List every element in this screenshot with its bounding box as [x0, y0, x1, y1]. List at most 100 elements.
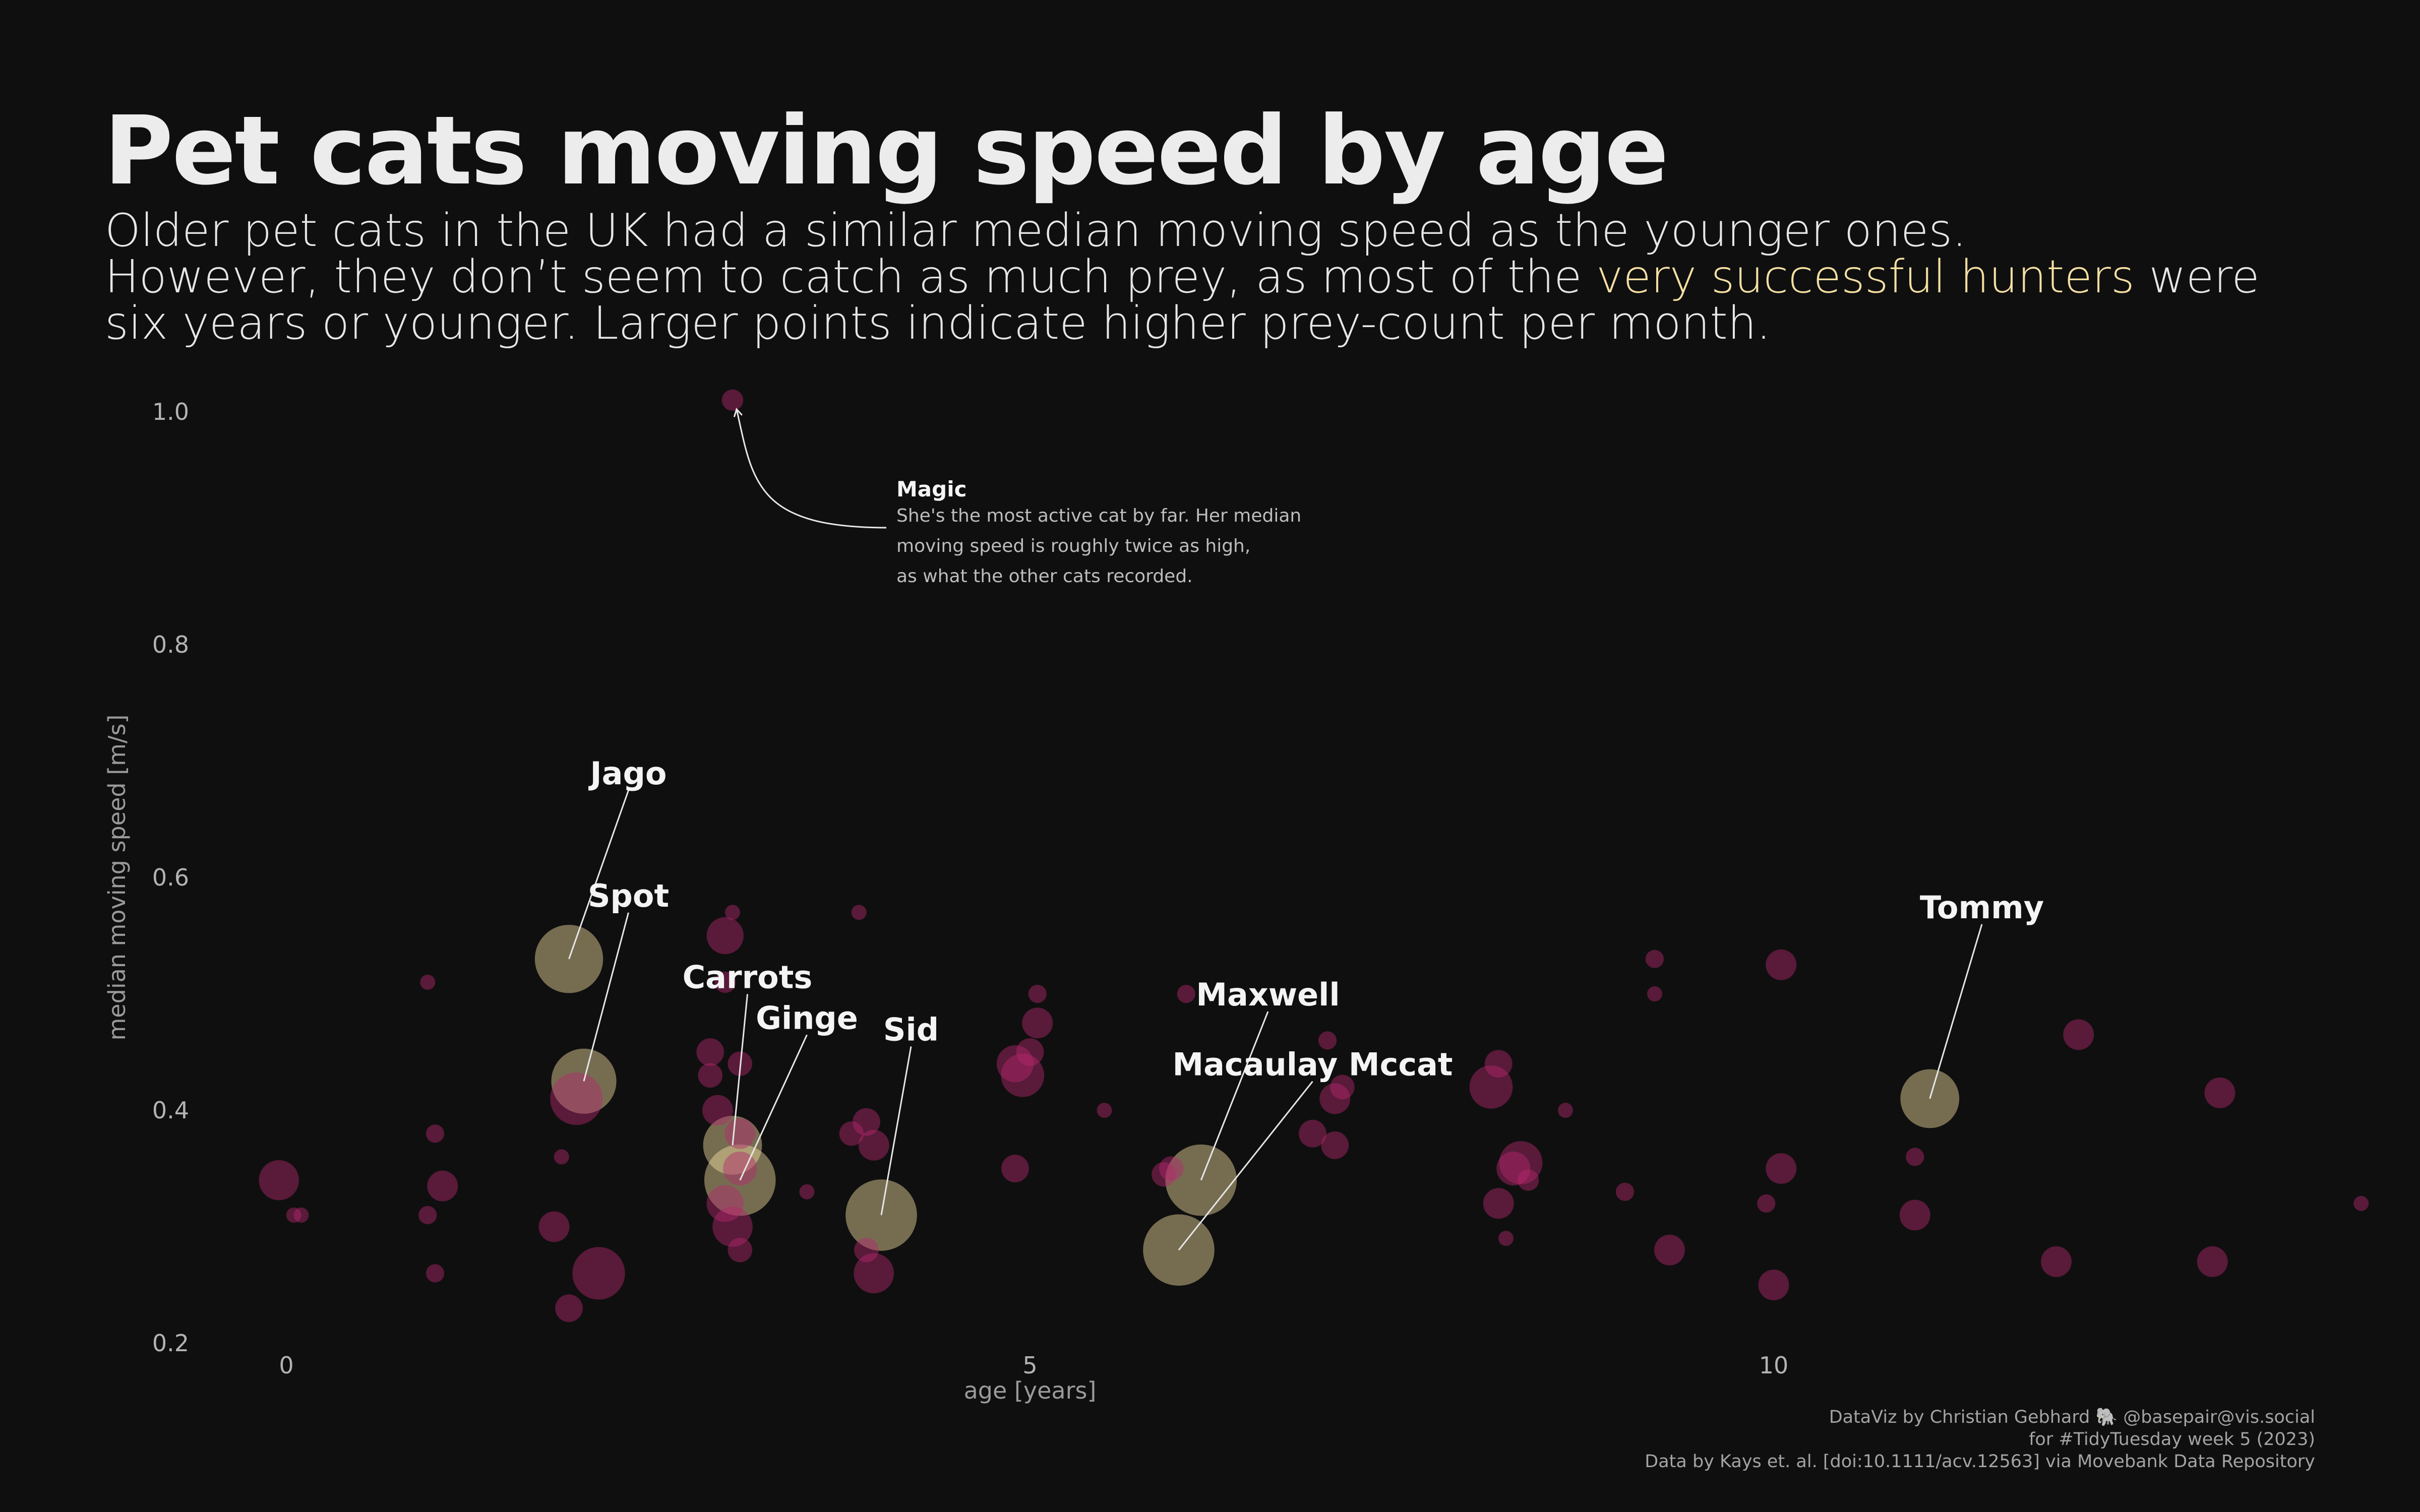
- data-point: [1484, 1050, 1512, 1078]
- data-point: [286, 1207, 301, 1223]
- data-point: [1499, 1141, 1543, 1184]
- data-point: [420, 974, 436, 990]
- data-point: [706, 917, 744, 955]
- y-tick-label: 0.2: [152, 1330, 189, 1357]
- data-point: [1001, 1053, 1045, 1097]
- cat-name-labels: Jago Spot Carrots Ginge Sid Maxwell Macaulay M…: [588, 755, 2044, 1083]
- data-point: [1906, 1148, 1924, 1166]
- data-point: [554, 1149, 569, 1165]
- data-point: [427, 1170, 458, 1202]
- data-point: [538, 1211, 570, 1242]
- data-point: [2204, 1077, 2235, 1108]
- data-point: [839, 1121, 864, 1146]
- data-point: [1318, 1031, 1337, 1050]
- data-point: [1757, 1194, 1776, 1213]
- label-spot: Spot: [588, 877, 669, 914]
- data-point: [1758, 1270, 1789, 1300]
- annotation-line-1: She's the most active cat by far. Her me…: [896, 506, 1301, 526]
- data-point: [725, 905, 740, 920]
- data-point: [728, 1237, 753, 1263]
- data-point: [714, 971, 736, 993]
- data-point: [1330, 1075, 1355, 1100]
- leader-line: [583, 912, 629, 1082]
- label-maxwell: Maxwell: [1196, 976, 1340, 1013]
- credit-data-source: Data by Kays et. al. [doi:10.1111/acv.12…: [1645, 1452, 2315, 1472]
- y-tick-label: 1.0: [152, 398, 189, 425]
- subtitle-line-2-start: However, they don’t seem to catch as muc…: [105, 250, 1597, 303]
- leader-line: [732, 994, 748, 1146]
- y-tick-label: 0.6: [152, 864, 189, 891]
- y-axis-ticks: 0.2 0.4 0.6 0.8 1.0: [152, 398, 189, 1357]
- data-point: [1496, 1151, 1531, 1186]
- data-point: [799, 1184, 815, 1200]
- data-point: [996, 1045, 1034, 1083]
- leader-line: [568, 790, 629, 960]
- y-axis-title: median moving speed [m/s]: [103, 715, 131, 1041]
- data-point: [1159, 1156, 1184, 1181]
- annotation-arrow: [733, 407, 887, 529]
- data-point: [1558, 1103, 1573, 1118]
- data-point: [854, 1237, 879, 1263]
- x-tick-label: 0: [279, 1352, 293, 1379]
- data-point: [1654, 1234, 1685, 1266]
- annotation-title: Magic: [896, 477, 967, 501]
- data-points: [259, 389, 2369, 1322]
- magic-annotation: Magic She's the most active cat by far. …: [733, 407, 1301, 587]
- data-point: [1001, 1155, 1029, 1182]
- leader-line: [1200, 1011, 1269, 1181]
- chart-title: Pet cats moving speed by age: [104, 96, 1669, 206]
- leader-line: [880, 1046, 912, 1216]
- data-point: [1498, 1231, 1514, 1246]
- annotation-line-2: moving speed is roughly twice as high,: [896, 536, 1250, 556]
- subtitle-line-2-end: were: [2134, 250, 2260, 303]
- data-point: [706, 1185, 744, 1222]
- data-point: [1518, 1169, 1539, 1191]
- data-point: [259, 1160, 299, 1201]
- data-point: [1469, 1065, 1513, 1109]
- label-carrots: Carrots: [683, 959, 813, 995]
- data-point: [1299, 1119, 1326, 1148]
- data-point: [721, 389, 744, 411]
- label-tommy: Tommy: [1920, 889, 2044, 926]
- data-point: [1647, 986, 1662, 1001]
- data-point: [1615, 1182, 1635, 1201]
- data-point: [293, 1207, 309, 1223]
- data-point: [854, 1253, 894, 1294]
- data-point: [1321, 1131, 1349, 1159]
- leader-line: [1178, 1081, 1313, 1251]
- data-point: [702, 1095, 733, 1126]
- data-point: [712, 1207, 753, 1247]
- credits: DataViz by Christian Gebhard 🐘 @basepair…: [1645, 1406, 2315, 1473]
- data-point: [1016, 1038, 1044, 1066]
- data-point: [853, 1108, 880, 1136]
- leader-line: [739, 1034, 808, 1181]
- label-leader-lines: [568, 790, 1983, 1251]
- data-point: [2063, 1019, 2094, 1050]
- subtitle-line-1: Older pet cats in the UK had a similar m…: [105, 204, 1967, 257]
- x-tick-label: 5: [1022, 1352, 1037, 1379]
- data-point: [1152, 1162, 1176, 1187]
- y-tick-label: 0.4: [152, 1097, 189, 1124]
- label-sid: Sid: [883, 1011, 939, 1048]
- data-point: [1097, 1103, 1112, 1118]
- y-tick-label: 0.8: [152, 631, 189, 658]
- x-tick-label: 10: [1759, 1352, 1789, 1379]
- data-point: [572, 1247, 625, 1300]
- x-axis-title: age [years]: [964, 1377, 1097, 1404]
- data-point: [724, 1118, 756, 1149]
- data-point: [426, 1124, 445, 1143]
- data-point: [851, 905, 867, 920]
- data-point: [2041, 1246, 2072, 1277]
- data-point: [723, 1151, 757, 1186]
- data-point: [1028, 984, 1047, 1003]
- annotation-line-3: as what the other cats recorded.: [896, 566, 1193, 587]
- label-ginge: Ginge: [756, 999, 858, 1036]
- chart-subtitle: Older pet cats in the UK had a similar m…: [105, 208, 2374, 347]
- label-jago: Jago: [588, 755, 667, 792]
- x-axis-ticks: 0 5 10: [279, 1352, 1788, 1379]
- data-point: [2353, 1195, 2369, 1211]
- data-point: [426, 1264, 445, 1283]
- data-point: [418, 1206, 437, 1224]
- data-point: [1645, 950, 1664, 968]
- data-point: [858, 1129, 889, 1161]
